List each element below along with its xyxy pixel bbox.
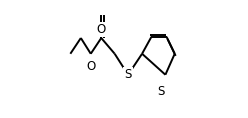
- Text: O: O: [97, 23, 106, 36]
- Text: O: O: [86, 60, 95, 73]
- Text: S: S: [124, 68, 132, 81]
- Text: S: S: [158, 85, 165, 98]
